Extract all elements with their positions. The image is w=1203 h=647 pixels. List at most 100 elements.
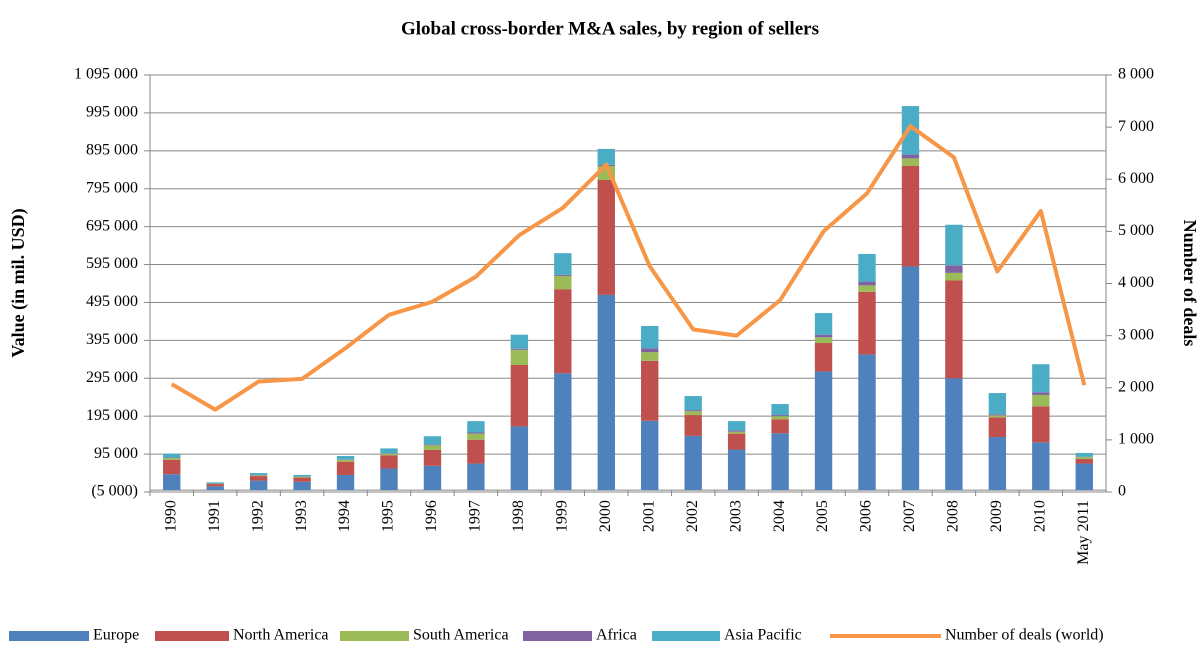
bar-segment: [1075, 452, 1093, 457]
bar-segment: [293, 481, 311, 491]
x-tick-label: 2010: [1031, 500, 1048, 532]
x-tick-label: 1993: [293, 500, 310, 532]
bar-segment: [641, 352, 659, 361]
y-tick-label: 795 000: [86, 179, 138, 196]
bar-segment: [641, 325, 659, 349]
chart-title: Global cross-border M&A sales, by region…: [401, 18, 819, 39]
bar-segment: [249, 476, 268, 481]
bar-segment: [771, 415, 789, 417]
y-tick-label: 695 000: [86, 217, 138, 234]
bar-segment: [380, 455, 398, 469]
bar-segment: [945, 272, 963, 281]
bar-segment: [597, 294, 615, 491]
bar-segment: [858, 281, 876, 286]
bar-segment: [814, 337, 833, 344]
bar-segment: [423, 436, 442, 445]
legend-label: North America: [233, 627, 329, 644]
bar-segment: [249, 480, 268, 491]
bar-segment: [641, 360, 659, 421]
legend-label: South America: [413, 627, 509, 644]
bar-segment: [814, 343, 833, 372]
bar-segment: [467, 433, 485, 440]
bar-segment: [423, 449, 442, 466]
bar-segment: [206, 484, 224, 487]
x-tick-label: 1994: [336, 500, 353, 532]
bar-segment: [467, 432, 485, 434]
bar-segment: [597, 180, 615, 295]
bar-segment: [380, 448, 398, 454]
y-tick-label: 595 000: [86, 255, 138, 272]
bar-segment: [858, 291, 876, 355]
bar-segment: [858, 285, 876, 292]
bar-segment: [901, 154, 920, 159]
legend-swatch: [340, 631, 409, 641]
bar-segment: [901, 158, 920, 166]
x-tick-label: 1998: [510, 500, 527, 532]
bar-segment: [206, 486, 224, 491]
x-tick-label: 2008: [945, 500, 962, 532]
bar-segment: [727, 449, 746, 491]
x-tick-label: 1995: [380, 500, 397, 532]
legend-swatch: [523, 631, 592, 641]
bar-segment: [988, 414, 1007, 416]
bar-segment: [1075, 463, 1093, 491]
bar-segment: [293, 476, 311, 478]
bar-segment: [510, 348, 529, 350]
x-tick-label: 2006: [858, 500, 875, 532]
bar-segment: [727, 431, 746, 434]
bar-segment: [684, 396, 702, 411]
y-tick-label: 195 000: [86, 407, 138, 424]
bar-segment: [249, 475, 268, 477]
bar-segment: [249, 473, 268, 475]
bar-segment: [641, 420, 659, 491]
bar-segment: [771, 404, 789, 416]
y-tick-label: (5 000): [91, 483, 138, 500]
bar-segment: [206, 482, 224, 484]
bar-segment: [336, 461, 355, 475]
bar-segment: [814, 371, 833, 491]
bar-segment: [510, 349, 529, 366]
y-tick-label: 395 000: [86, 331, 138, 348]
bar-segment: [554, 373, 572, 491]
bar-segment: [945, 224, 963, 266]
bar-segment: [597, 148, 615, 165]
bar-segment: [988, 415, 1007, 418]
x-tick-label: 2004: [771, 500, 788, 532]
legend-swatch: [652, 631, 720, 641]
y-tick-label: 495 000: [86, 293, 138, 310]
bar-segment: [336, 459, 355, 462]
x-tick-label: 1999: [553, 500, 570, 532]
x-tick-label: 1992: [249, 500, 266, 532]
y-tick-label: 95 000: [94, 445, 138, 462]
bar-segment: [684, 410, 702, 412]
bar-segment: [336, 474, 355, 491]
bar-segment: [467, 463, 485, 491]
y-tick-label: 295 000: [86, 369, 138, 386]
bar-segment: [554, 274, 572, 276]
legend-label: Africa: [596, 627, 637, 644]
y-axis-title: Value (in mil. USD): [8, 208, 29, 357]
bar-segment: [423, 445, 442, 450]
bar-segment: [293, 474, 311, 477]
y2-tick-label: 1 000: [1118, 431, 1154, 448]
bar-segment: [163, 459, 181, 475]
bar-segment: [554, 253, 572, 275]
bar-segment: [1075, 459, 1093, 464]
y2-axis-title: Number of deals: [1180, 220, 1200, 347]
y2-tick-label: 3 000: [1118, 326, 1154, 343]
legend-swatch: [155, 631, 229, 641]
bar-segment: [858, 253, 876, 282]
bar-segment: [467, 439, 485, 464]
bar-segment: [1032, 364, 1050, 393]
x-tick-label: 2002: [684, 500, 701, 532]
y2-tick-label: 7 000: [1118, 118, 1154, 135]
y2-tick-label: 4 000: [1118, 274, 1154, 291]
bar-segment: [988, 417, 1007, 438]
bar-segment: [163, 474, 181, 491]
bar-segment: [727, 433, 746, 450]
bar-segment: [641, 348, 659, 353]
bar-segment: [901, 266, 920, 491]
bar-segment: [945, 280, 963, 379]
y-tick-label: 995 000: [86, 104, 138, 121]
